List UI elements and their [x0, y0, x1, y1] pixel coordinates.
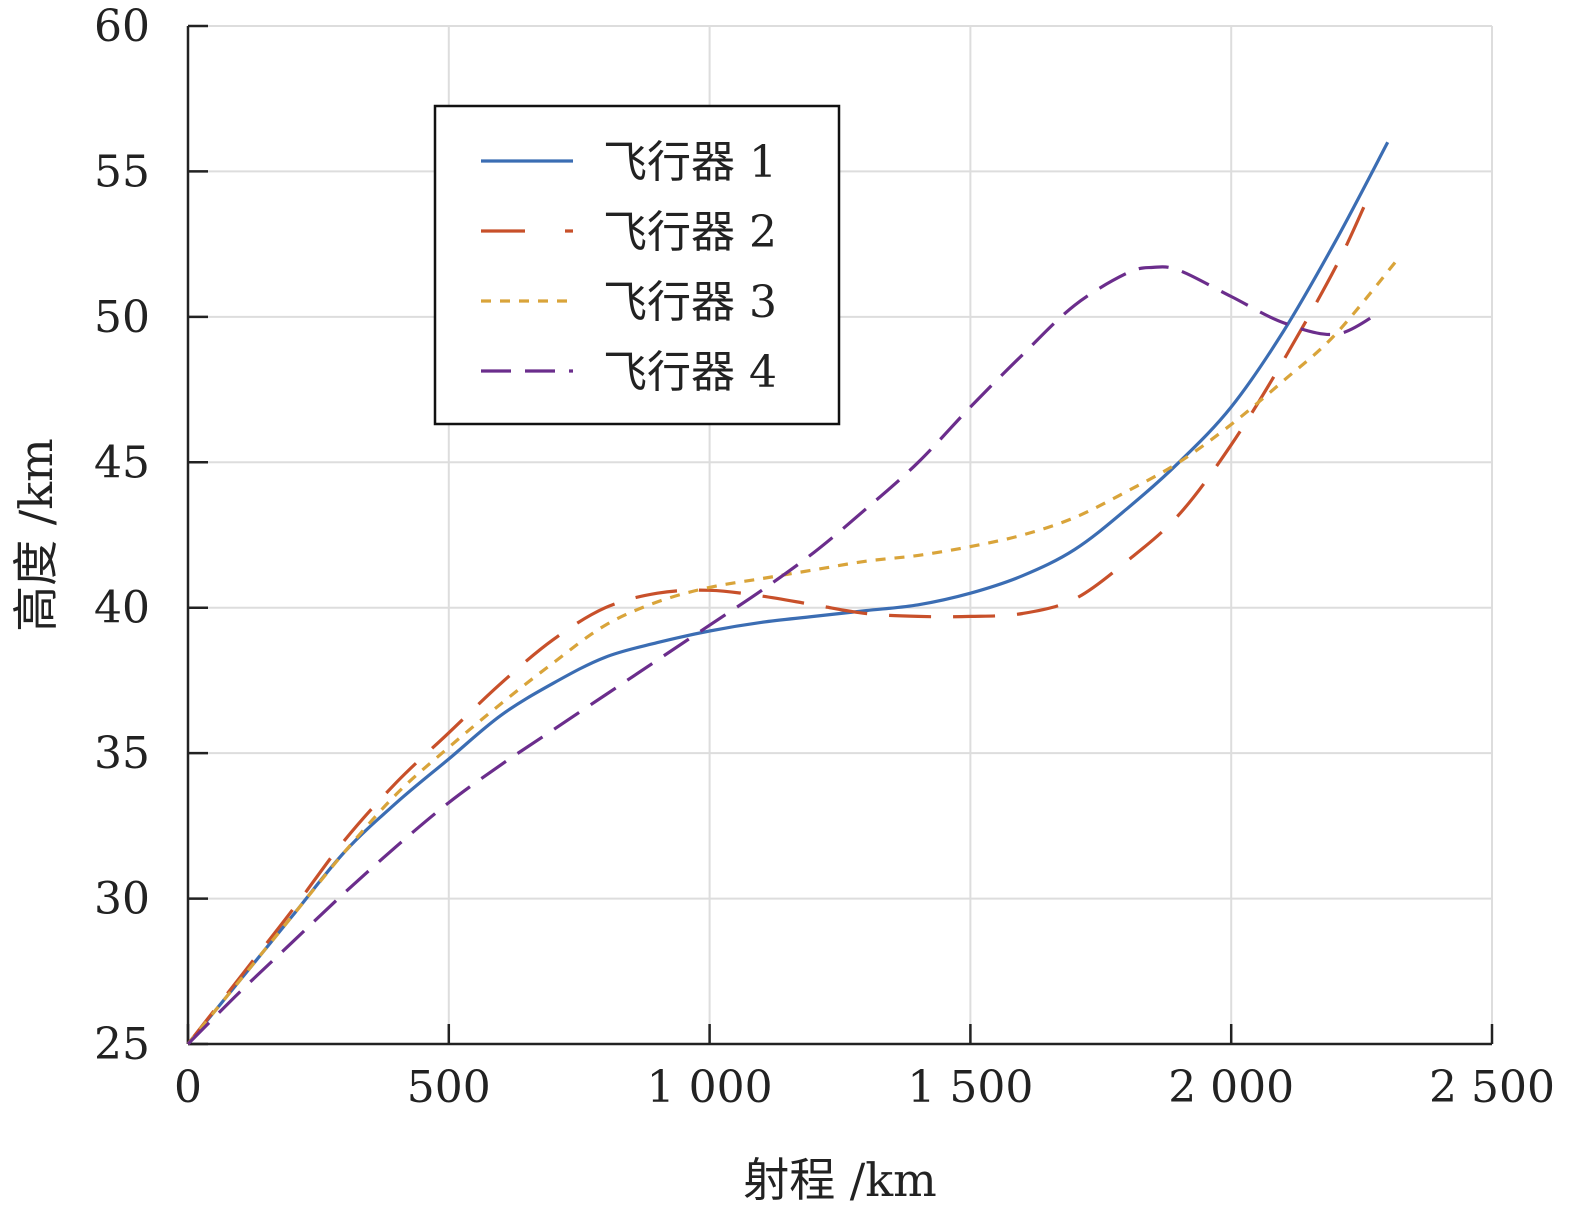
y-tick-label: 55	[94, 146, 150, 197]
legend-label-1: 飞行器 1	[603, 137, 777, 188]
x-axis-title: 射程 /km	[743, 1153, 937, 1207]
series-line-4	[186, 265, 1378, 1046]
grid	[188, 25, 1493, 1044]
legend: 飞行器 1 飞行器 2 飞行器 3 飞行器 4	[433, 104, 841, 426]
legend-label-3: 飞行器 3	[603, 277, 777, 328]
series-lines	[186, 141, 1400, 1046]
x-ticks: 0 500 1 000 1 500 2 000 2 500	[174, 1024, 1555, 1113]
x-tick-label: 1 000	[647, 1062, 773, 1113]
y-ticks: 25 30 35 40 45 50 55 60	[94, 1, 208, 1070]
legend-label-4: 飞行器 4	[603, 347, 777, 398]
y-tick-label: 25	[94, 1019, 150, 1070]
legend-label-2: 飞行器 2	[603, 207, 777, 258]
x-tick-label: 1 500	[907, 1062, 1033, 1113]
x-tick-label: 0	[174, 1062, 202, 1113]
y-tick-label: 35	[94, 728, 150, 779]
series-line-3	[186, 257, 1400, 1046]
x-tick-label: 500	[407, 1062, 491, 1113]
y-tick-label: 30	[94, 874, 150, 925]
y-tick-label: 60	[94, 1, 150, 52]
x-tick-label: 2 500	[1429, 1062, 1555, 1113]
y-tick-label: 45	[94, 437, 150, 488]
x-tick-label: 2 000	[1168, 1062, 1294, 1113]
series-line-2	[186, 199, 1369, 1045]
series-line-1	[186, 141, 1390, 1046]
axes	[186, 26, 1492, 1046]
y-tick-label: 40	[94, 583, 150, 634]
y-axis-title: 高度 /km	[9, 438, 63, 632]
y-tick-label: 50	[94, 292, 150, 343]
